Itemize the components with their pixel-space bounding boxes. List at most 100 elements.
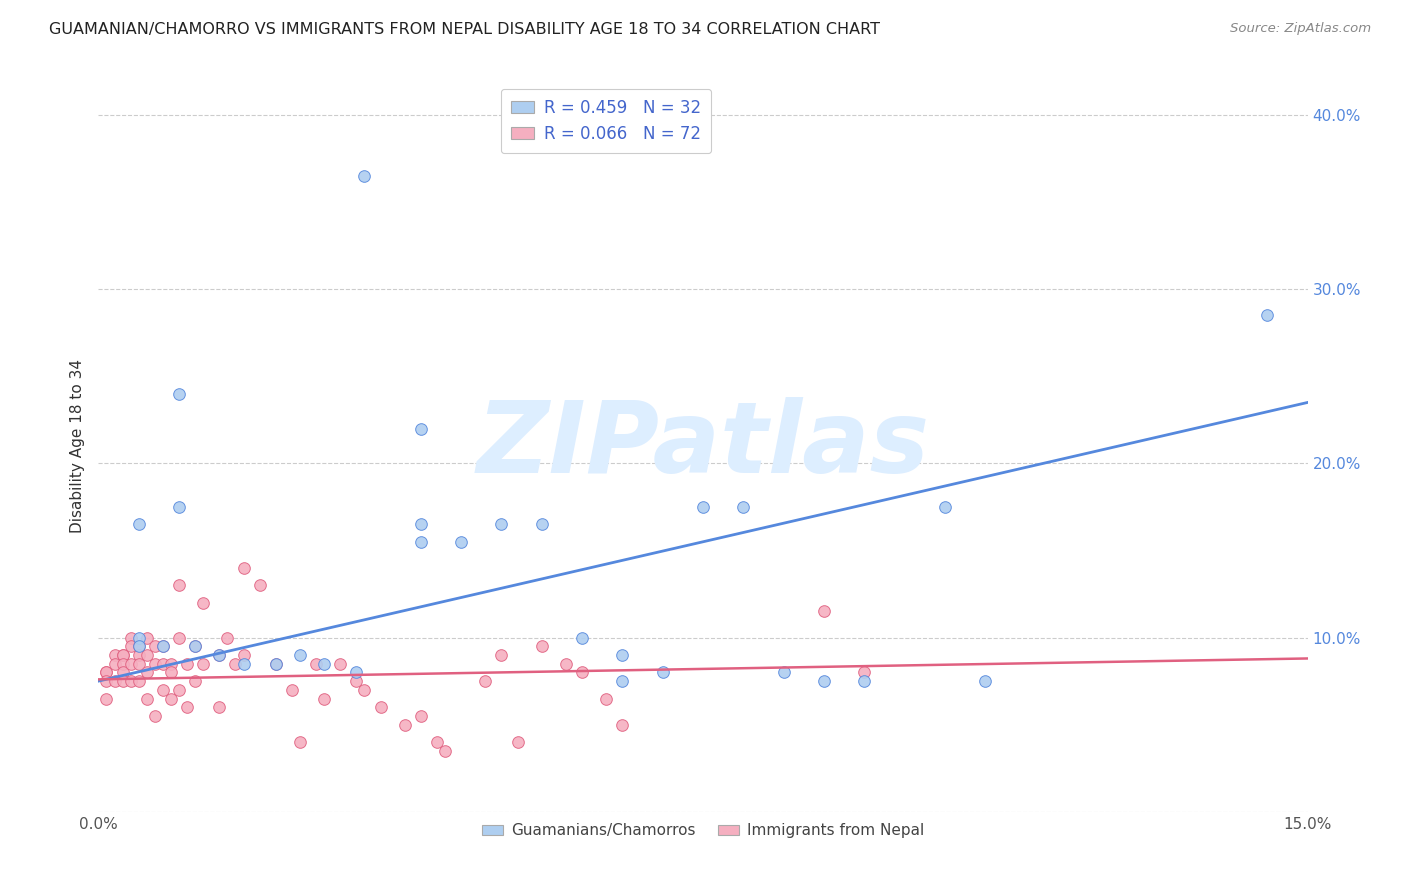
Point xyxy=(426,735,449,749)
Point xyxy=(612,674,634,689)
Point xyxy=(103,674,125,689)
Point xyxy=(143,657,166,671)
Point xyxy=(111,665,134,680)
Point xyxy=(135,691,157,706)
Point xyxy=(193,596,215,610)
Point xyxy=(249,578,271,592)
Point xyxy=(651,665,673,680)
Text: Source: ZipAtlas.com: Source: ZipAtlas.com xyxy=(1230,22,1371,36)
Point xyxy=(128,648,150,662)
Point xyxy=(135,631,157,645)
Point xyxy=(1256,309,1278,323)
Point xyxy=(135,665,157,680)
Point xyxy=(530,517,553,532)
Point xyxy=(224,657,246,671)
Point xyxy=(530,640,553,654)
Point xyxy=(394,717,416,731)
Point xyxy=(692,500,714,514)
Point xyxy=(409,421,432,435)
Y-axis label: Disability Age 18 to 34: Disability Age 18 to 34 xyxy=(70,359,86,533)
Point xyxy=(120,657,142,671)
Point xyxy=(167,631,190,645)
Point xyxy=(853,674,876,689)
Point xyxy=(491,517,513,532)
Point xyxy=(152,657,174,671)
Point xyxy=(506,735,529,749)
Point xyxy=(208,648,231,662)
Point xyxy=(103,657,125,671)
Point xyxy=(264,657,287,671)
Point xyxy=(152,640,174,654)
Point xyxy=(167,500,190,514)
Point xyxy=(193,657,215,671)
Point xyxy=(555,657,578,671)
Point xyxy=(184,640,207,654)
Point xyxy=(474,674,496,689)
Legend: Guamanians/Chamorros, Immigrants from Nepal: Guamanians/Chamorros, Immigrants from Ne… xyxy=(475,817,931,845)
Point xyxy=(974,674,997,689)
Point xyxy=(135,648,157,662)
Point xyxy=(103,648,125,662)
Point xyxy=(96,665,118,680)
Point xyxy=(128,657,150,671)
Point xyxy=(772,665,794,680)
Point xyxy=(96,691,118,706)
Point xyxy=(571,631,593,645)
Point xyxy=(167,386,190,401)
Point xyxy=(288,735,311,749)
Point xyxy=(96,674,118,689)
Point xyxy=(232,561,254,575)
Point xyxy=(143,640,166,654)
Point xyxy=(160,691,183,706)
Point xyxy=(232,657,254,671)
Point xyxy=(595,691,617,706)
Point xyxy=(409,517,432,532)
Text: GUAMANIAN/CHAMORRO VS IMMIGRANTS FROM NEPAL DISABILITY AGE 18 TO 34 CORRELATION : GUAMANIAN/CHAMORRO VS IMMIGRANTS FROM NE… xyxy=(49,22,880,37)
Point xyxy=(344,674,367,689)
Point xyxy=(120,640,142,654)
Point xyxy=(120,631,142,645)
Point xyxy=(934,500,956,514)
Point xyxy=(128,631,150,645)
Point xyxy=(344,665,367,680)
Point xyxy=(176,700,198,714)
Point xyxy=(813,604,835,618)
Point xyxy=(111,657,134,671)
Point xyxy=(208,700,231,714)
Point xyxy=(111,674,134,689)
Point xyxy=(128,640,150,654)
Point xyxy=(314,657,336,671)
Point xyxy=(612,648,634,662)
Point xyxy=(612,717,634,731)
Point xyxy=(96,665,118,680)
Point xyxy=(128,517,150,532)
Point xyxy=(152,640,174,654)
Point xyxy=(329,657,352,671)
Point xyxy=(264,657,287,671)
Point xyxy=(314,691,336,706)
Point xyxy=(167,578,190,592)
Point xyxy=(111,648,134,662)
Point xyxy=(208,648,231,662)
Point xyxy=(571,665,593,680)
Point xyxy=(176,657,198,671)
Point xyxy=(281,682,304,697)
Point xyxy=(120,674,142,689)
Point xyxy=(491,648,513,662)
Point xyxy=(353,682,375,697)
Point xyxy=(450,534,472,549)
Point xyxy=(853,665,876,680)
Point xyxy=(305,657,328,671)
Point xyxy=(143,709,166,723)
Point xyxy=(167,682,190,697)
Point xyxy=(409,709,432,723)
Point xyxy=(353,169,375,183)
Point xyxy=(434,744,457,758)
Point xyxy=(184,674,207,689)
Point xyxy=(152,682,174,697)
Point xyxy=(409,534,432,549)
Point xyxy=(184,640,207,654)
Point xyxy=(288,648,311,662)
Point xyxy=(370,700,392,714)
Point xyxy=(128,674,150,689)
